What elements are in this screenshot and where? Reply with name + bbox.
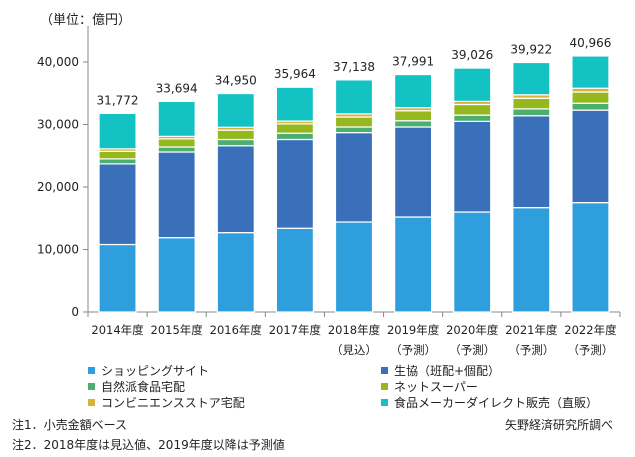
bar-segment (571, 202, 610, 313)
bar-segment (394, 120, 433, 128)
legend-swatch (88, 367, 95, 374)
bar-segment (216, 138, 255, 147)
legend-label: 食品メーカーダイレクト販売（直販） (394, 396, 599, 410)
y-tick-label: 0 (71, 305, 79, 319)
bar-segment (216, 232, 255, 313)
legend-item: ネットスーパー (381, 378, 478, 395)
labels: 31,772 2014年度 33,694 2015年度 34,950 2016年度 35,9… (91, 36, 617, 357)
legend-label: コンビニエンスストア宅配 (101, 396, 245, 410)
bar-segment (512, 97, 551, 110)
bar-segment (512, 115, 551, 209)
x-tick-label: 2021年度 (505, 323, 558, 337)
legend-swatch (381, 367, 388, 374)
bar-segment (453, 103, 492, 116)
bar-segment (157, 138, 196, 148)
legend-swatch (88, 399, 95, 406)
bar-segment (571, 91, 610, 104)
total-label: 39,026 (451, 48, 493, 62)
total-label: 37,991 (392, 55, 434, 69)
legend-label: ショッピングサイト (101, 364, 210, 378)
bar-segment (275, 132, 314, 141)
x-tick-label: 2019年度 (387, 323, 440, 337)
total-label: 34,950 (215, 74, 257, 88)
bar-segment (334, 132, 374, 223)
legend-item: ショッピングサイト (88, 362, 209, 379)
total-label: 35,964 (274, 67, 316, 81)
x-tick-sublabel: （見込） (331, 343, 377, 357)
y-tick-label: 20,000 (37, 180, 79, 194)
x-tick-sublabel: （予測） (449, 343, 495, 357)
bar-segment (334, 126, 374, 134)
bar-segment (216, 129, 255, 141)
total-label: 37,138 (333, 60, 375, 74)
bar-segment (453, 120, 492, 213)
legend-swatch (381, 383, 388, 390)
total-label: 31,772 (97, 93, 139, 107)
legend-label: 生協（班配+個配） (394, 364, 501, 378)
bar-segment (98, 112, 137, 150)
bar-segment (98, 158, 137, 165)
bar-segment (98, 163, 137, 246)
bar-segment (334, 116, 374, 128)
note-2: 注2．2018年度は見込値、2019年度以降は予測値 (12, 438, 285, 452)
source-credit: 矢野経済研究所調べ (504, 418, 613, 432)
bar-segment (394, 73, 433, 109)
bar-segment (157, 237, 196, 313)
bar-segment (275, 123, 314, 134)
legend-item: 食品メーカーダイレクト販売（直販） (381, 394, 598, 411)
legend-label: 自然派食品宅配 (101, 380, 186, 394)
bar-segment (571, 102, 610, 111)
bar-segment (453, 114, 492, 122)
bar-segment (334, 79, 374, 115)
x-tick-label: 2014年度 (91, 323, 144, 337)
bar-segment (98, 150, 137, 160)
stacked-bar-chart: 0 10,000 20,000 30,000 40,000 31,772 2014年度 33… (37, 26, 621, 357)
x-tick-label: 2017年度 (269, 323, 322, 337)
x-tick-label: 2016年度 (210, 323, 263, 337)
bar-segment (157, 146, 196, 153)
bar-segment (571, 109, 610, 204)
total-label: 40,966 (569, 36, 611, 50)
bar-segment (394, 216, 433, 313)
x-tick-sublabel: （予測） (390, 343, 436, 357)
x-tick-label: 2022年度 (564, 323, 617, 337)
bar-segment (275, 138, 314, 229)
bar-segment (453, 211, 492, 313)
bar-segment (334, 221, 374, 313)
legend-item: 自然派食品宅配 (88, 378, 185, 395)
legend-swatch (381, 399, 388, 406)
legend-swatch (88, 383, 95, 390)
bar-segment (157, 100, 196, 137)
unit-label: （単位：億円） (40, 13, 132, 28)
bar-segment (216, 145, 255, 234)
bar-segment (571, 55, 610, 89)
x-tick-label: 2018年度 (328, 323, 381, 337)
x-tick-sublabel: （予測） (567, 343, 613, 357)
y-tick-label: 10,000 (37, 243, 79, 257)
x-tick-sublabel: （予測） (508, 343, 554, 357)
x-tick-label: 2020年度 (446, 323, 499, 337)
bar-segment (157, 151, 196, 239)
legend-item: コンビニエンスストア宅配 (88, 394, 245, 411)
legend-item: 生協（班配+個配） (381, 362, 500, 379)
bar-segment (98, 243, 137, 313)
total-label: 33,694 (156, 81, 198, 95)
bar-segment (394, 110, 433, 122)
bar-segment (275, 86, 314, 122)
bar-segment (394, 126, 433, 218)
note-1: 注1．小売金額ベース (12, 418, 128, 432)
bar-segment (512, 207, 551, 313)
total-label: 39,922 (510, 42, 552, 56)
x-tick-label: 2015年度 (151, 323, 204, 337)
y-tick-label: 40,000 (37, 55, 79, 69)
bar-segment (512, 108, 551, 117)
bar-segment (275, 227, 314, 313)
bar-segment (453, 67, 492, 102)
legend-label: ネットスーパー (394, 380, 478, 394)
y-tick-label: 30,000 (37, 118, 79, 132)
bar-segment (512, 61, 551, 96)
bar-segment (216, 92, 255, 128)
bars (98, 55, 610, 313)
